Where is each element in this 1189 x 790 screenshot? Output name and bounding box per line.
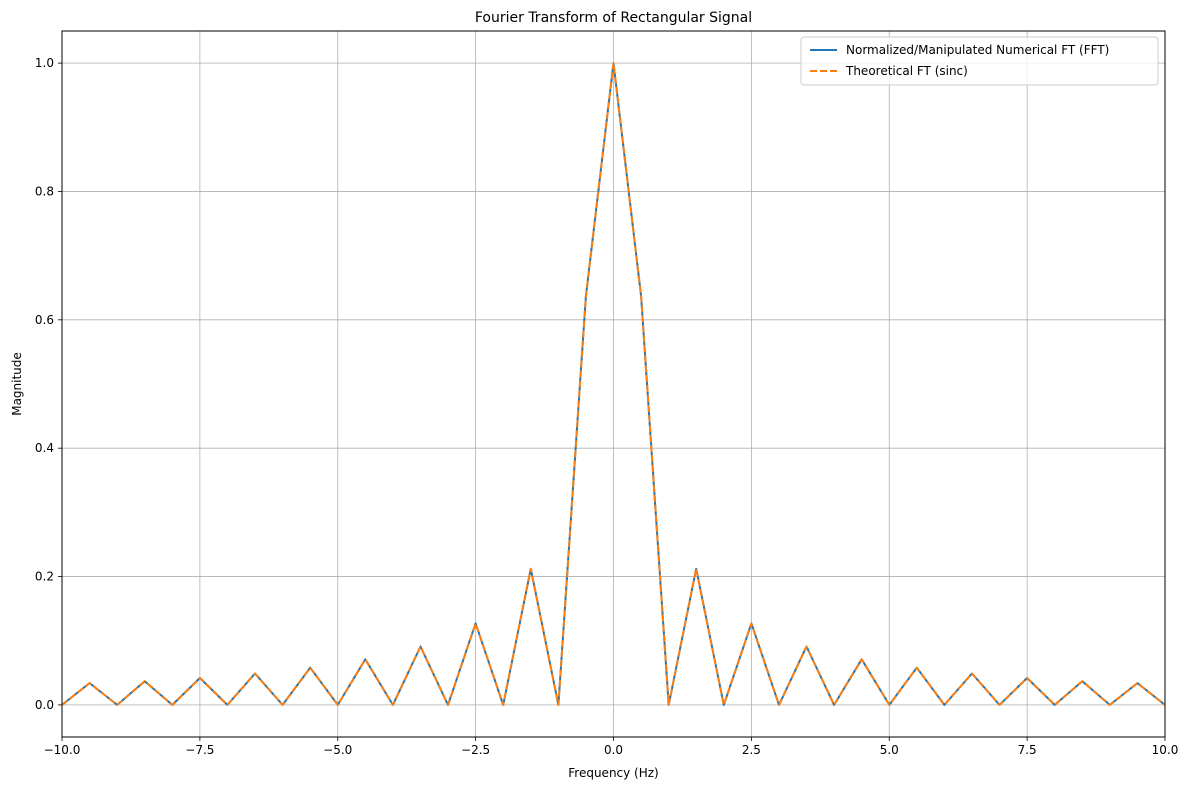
x-tick-label: 0.0: [604, 743, 623, 757]
x-axis-label: Frequency (Hz): [568, 766, 659, 780]
x-tick-label: 5.0: [880, 743, 899, 757]
x-tick-label: −5.0: [323, 743, 352, 757]
y-tick-label: 0.2: [35, 570, 54, 584]
y-tick-label: 0.8: [35, 184, 54, 198]
y-tick-label: 0.4: [35, 441, 54, 455]
y-tick-label: 1.0: [35, 56, 54, 70]
y-axis-label: Magnitude: [10, 352, 24, 416]
x-tick-label: 10.0: [1152, 743, 1179, 757]
legend: Normalized/Manipulated Numerical FT (FFT…: [800, 36, 1159, 86]
x-tick-label: −7.5: [185, 743, 214, 757]
legend-box: [800, 36, 1159, 86]
legend-label: Theoretical FT (sinc): [845, 64, 968, 78]
ticks: −10.0 −7.5 −5.0 −2.5 0.0 2.5 5.0 7.5 10.0 0.0 0.2 0…: [35, 56, 1178, 757]
x-tick-label: 7.5: [1018, 743, 1037, 757]
chart-title: Fourier Transform of Rectangular Signal: [475, 10, 752, 26]
series-line-sinc: [61, 62, 1166, 706]
x-tick-label: −10.0: [44, 743, 81, 757]
series-layer: [61, 62, 1166, 706]
grid: [61, 31, 1166, 737]
y-tick-label: 0.0: [35, 698, 54, 712]
y-tick-label: 0.6: [35, 313, 54, 327]
x-tick-label: 2.5: [742, 743, 761, 757]
legend-label: Normalized/Manipulated Numerical FT (FFT…: [846, 43, 1109, 57]
x-tick-label: −2.5: [461, 743, 490, 757]
